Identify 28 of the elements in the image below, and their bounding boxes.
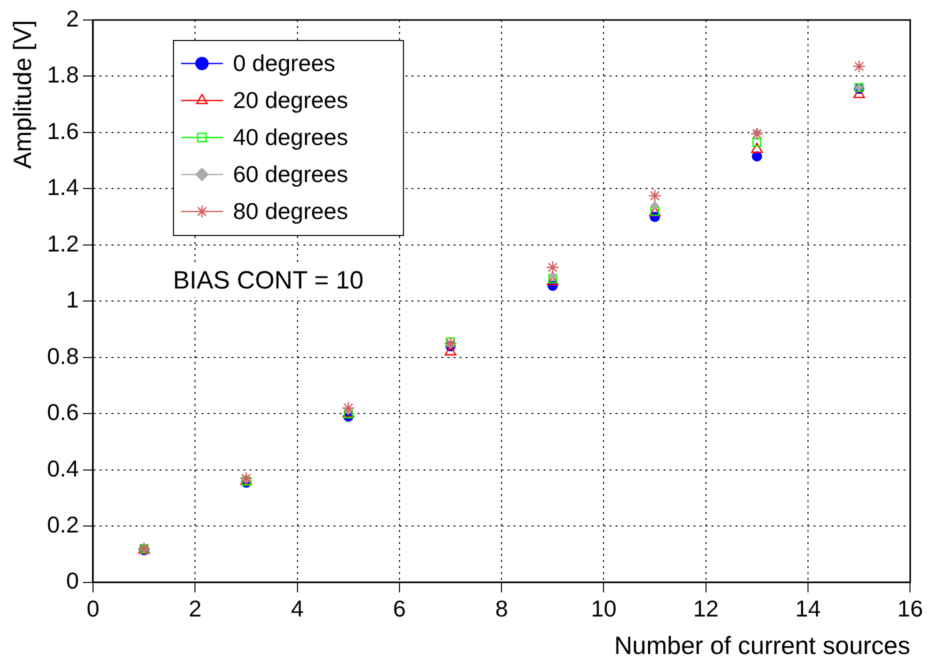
y-tick-label: 1.8 [46, 62, 79, 88]
x-tick-label: 8 [495, 596, 508, 622]
x-tick-label: 4 [290, 596, 304, 622]
legend-label: 40 degrees [232, 124, 348, 150]
x-tick-label: 16 [897, 596, 924, 622]
annotation: BIAS CONT = 10 [172, 266, 364, 294]
x-axis-title: Number of current sources [614, 632, 910, 660]
x-tick-label: 2 [188, 596, 202, 622]
legend-label: 60 degrees [232, 160, 348, 187]
y-tick-label: 0.2 [46, 512, 79, 538]
y-tick-label: 0.6 [46, 399, 79, 426]
y-tick-label: 1.4 [46, 174, 80, 200]
y-tick-label: 0.4 [46, 455, 80, 482]
y-tick-label: 1.2 [46, 230, 79, 256]
legend-label: 20 degrees [232, 86, 348, 113]
legend-label: 0 degrees [232, 50, 336, 76]
legend-label: 80 degrees [232, 198, 348, 224]
y-tick-label: 1 [66, 286, 79, 313]
x-tick-label: 10 [590, 596, 617, 622]
x-tick-label: 0 [86, 596, 100, 622]
x-tick-label: 6 [393, 596, 406, 622]
y-tick-label: 1.6 [46, 118, 79, 144]
y-axis-title: Amplitude [V] [8, 20, 37, 169]
x-tick-label: 12 [693, 596, 719, 622]
y-tick-label: 0.8 [46, 342, 79, 369]
y-tick-label: 2 [66, 5, 79, 32]
y-tick-label: 0 [66, 568, 79, 594]
x-tick-label: 14 [795, 596, 822, 622]
